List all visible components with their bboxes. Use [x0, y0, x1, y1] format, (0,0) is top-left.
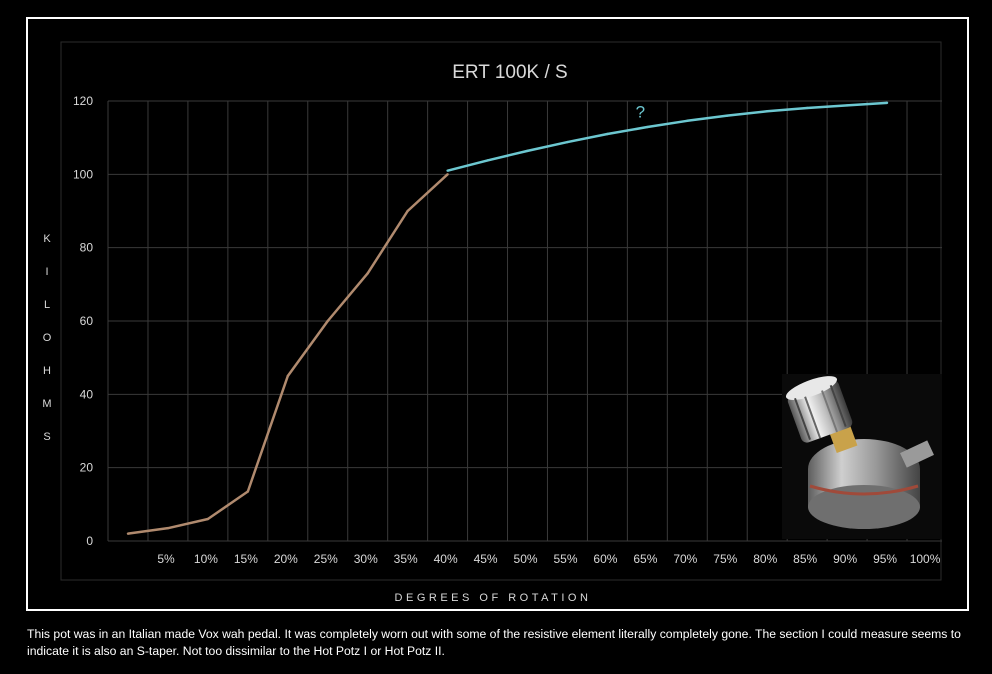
y-axis-title-char: O — [43, 332, 52, 344]
y-tick-label: 40 — [80, 387, 94, 401]
data-point — [885, 101, 889, 105]
chart-title: ERT 100K / S — [452, 62, 567, 83]
x-tick-label: 95% — [873, 552, 897, 566]
data-point — [366, 272, 369, 275]
y-axis-title-char: I — [45, 266, 48, 278]
y-tick-labels: 0 20 40 60 80 100 120 — [73, 94, 93, 548]
chart-frame: ERT 100K / S 0 20 40 60 80 100 120 5% 10% 15% 20%… — [26, 17, 969, 611]
y-axis-title-char: M — [42, 398, 51, 410]
data-point — [726, 114, 729, 117]
data-point — [766, 110, 769, 113]
x-tick-label: 15% — [234, 552, 258, 566]
data-point — [606, 132, 609, 136]
x-tick-label: 80% — [753, 552, 777, 566]
x-axis-title: DEGREES OF ROTATION — [395, 592, 592, 604]
x-tick-label: 60% — [593, 552, 617, 566]
x-tick-label: 35% — [394, 552, 418, 566]
y-tick-label: 100 — [73, 167, 93, 181]
y-axis-title: K I L O H M S — [42, 233, 51, 443]
y-axis-title-char: S — [43, 431, 50, 443]
x-tick-labels: 5% 10% 15% 20% 25% 30% 35% 40% 45% 50% 55% 60% 65% 70… — [157, 552, 940, 566]
y-axis-title-char: H — [43, 365, 51, 377]
data-point — [486, 159, 489, 162]
x-tick-label: 100% — [910, 552, 941, 566]
grid — [107, 100, 942, 542]
chart: ERT 100K / S 0 20 40 60 80 100 120 5% 10% 15% 20%… — [42, 41, 942, 604]
y-tick-label: 60 — [80, 314, 94, 328]
data-point — [646, 125, 649, 129]
y-axis-title-char: L — [44, 299, 50, 311]
data-point — [805, 106, 809, 110]
data-point — [406, 209, 409, 213]
data-point — [845, 104, 849, 107]
y-axis-title-char: K — [43, 233, 51, 245]
x-tick-label: 55% — [553, 552, 577, 566]
caption: This pot was in an Italian made Vox wah … — [27, 627, 961, 658]
annotations: ? — [636, 103, 645, 122]
plot-area-border — [60, 41, 942, 581]
x-tick-label: 50% — [514, 552, 538, 566]
y-tick-label: 0 — [86, 534, 93, 548]
data-point — [206, 517, 210, 521]
data-point — [326, 319, 329, 323]
data-point — [566, 140, 569, 144]
annotation-question-mark: ? — [636, 103, 645, 122]
x-tick-label: 30% — [354, 552, 378, 566]
data-point — [286, 374, 289, 378]
data-point — [126, 532, 130, 535]
x-tick-label: 45% — [474, 552, 498, 566]
x-tick-label: 20% — [274, 552, 298, 566]
x-tick-label: 75% — [713, 552, 737, 566]
y-tick-label: 20 — [80, 461, 94, 475]
data-point — [446, 173, 449, 176]
data-point — [686, 119, 689, 123]
x-tick-label: 65% — [633, 552, 657, 566]
data-point — [446, 169, 449, 172]
series-group — [126, 101, 889, 535]
x-tick-label: 90% — [833, 552, 857, 566]
potentiometer-photo — [782, 374, 942, 539]
data-point — [526, 149, 529, 153]
x-tick-label: 85% — [793, 552, 817, 566]
x-tick-label: 5% — [157, 552, 175, 566]
series-line-2 — [447, 101, 888, 172]
series-line-1 — [127, 173, 449, 535]
data-point — [246, 490, 250, 493]
y-tick-label: 80 — [80, 241, 94, 255]
x-tick-label: 25% — [314, 552, 338, 566]
x-tick-label: 70% — [673, 552, 697, 566]
data-point — [166, 526, 170, 530]
y-tick-label: 120 — [73, 94, 93, 108]
x-tick-label: 10% — [194, 552, 218, 566]
x-tick-label: 40% — [434, 552, 458, 566]
